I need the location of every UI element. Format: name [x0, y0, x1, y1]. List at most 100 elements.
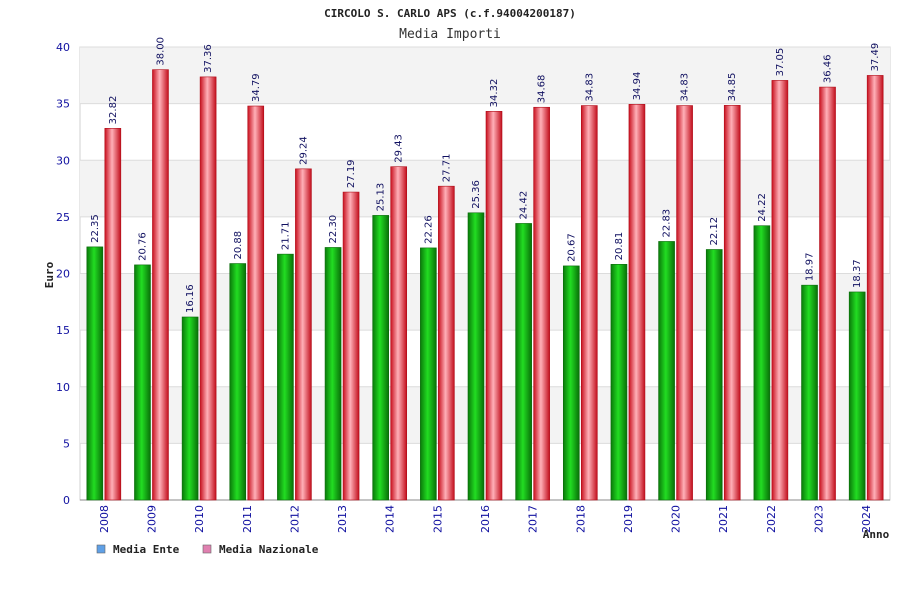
data-label: 27.19	[346, 159, 357, 188]
y-tick-label: 20	[56, 268, 70, 281]
bar-media-nazionale	[866, 75, 884, 501]
bar-media-nazionale	[533, 106, 550, 501]
bar-media-nazionale	[390, 166, 408, 501]
y-tick-label: 30	[56, 154, 70, 167]
bar-media-nazionale	[676, 105, 693, 501]
bar-media-nazionale	[342, 191, 360, 501]
data-label: 22.30	[328, 215, 339, 244]
data-label: 32.82	[108, 96, 119, 125]
bar-media-ente	[562, 265, 580, 501]
bar-media-ente	[324, 247, 342, 501]
x-tick-label: 2022	[765, 505, 778, 533]
bar-media-ente	[801, 284, 818, 501]
x-tick-label: 2017	[527, 505, 540, 533]
x-tick-label: 2008	[98, 505, 111, 533]
y-tick-label: 0	[63, 494, 70, 507]
bars-group: 22.35 32.82 20.76 38.00 16.16 37.36 20.88 34.79…	[86, 37, 884, 501]
data-label: 20.67	[566, 233, 577, 262]
data-label: 21.71	[280, 221, 291, 250]
x-tick-label: 2013	[336, 505, 349, 533]
data-label: 25.13	[376, 183, 387, 212]
legend: Media Ente Media Nazionale	[96, 543, 319, 556]
data-label: 22.35	[90, 214, 101, 243]
data-label: 36.46	[823, 54, 834, 83]
y-axis-ticks: 0 5 10 15 20 25 30 35 40	[56, 41, 70, 507]
data-label: 24.42	[519, 191, 530, 220]
bar-media-ente	[420, 247, 437, 501]
bar-media-nazionale	[485, 111, 503, 501]
x-tick-label: 2020	[670, 505, 683, 533]
data-label: 20.88	[233, 231, 244, 260]
bar-media-nazionale	[247, 105, 265, 501]
y-tick-label: 40	[56, 41, 70, 54]
x-tick-label: 2011	[241, 505, 254, 533]
bar-media-nazionale	[723, 105, 741, 501]
bar-media-ente	[467, 212, 485, 501]
data-label: 34.83	[680, 73, 691, 102]
y-tick-label: 35	[56, 98, 70, 111]
bar-media-ente	[658, 241, 675, 501]
data-label: 37.36	[203, 44, 214, 73]
x-tick-label: 2014	[384, 505, 397, 533]
data-label: 20.76	[137, 232, 148, 261]
x-tick-label: 2016	[479, 505, 492, 533]
bar-media-ente	[372, 215, 390, 501]
bar-media-nazionale	[580, 105, 598, 501]
bar-media-nazionale	[771, 80, 789, 501]
chart-subtitle: Media Importi	[399, 27, 501, 42]
data-label: 16.16	[185, 284, 196, 313]
bar-media-ente	[277, 253, 294, 501]
y-tick-label: 15	[56, 324, 70, 337]
data-label: 18.97	[805, 253, 816, 282]
y-tick-label: 10	[56, 381, 70, 394]
bar-media-ente	[515, 223, 532, 501]
data-label: 34.85	[727, 73, 738, 102]
bar-media-ente	[86, 246, 104, 501]
bar-media-ente	[848, 291, 866, 501]
y-tick-label: 25	[56, 211, 70, 224]
bar-media-ente	[229, 263, 247, 501]
x-tick-label: 2018	[574, 505, 587, 533]
bar-media-nazionale	[438, 185, 455, 501]
x-tick-label: 2021	[717, 505, 730, 533]
x-tick-label: 2015	[431, 505, 444, 533]
bar-media-nazionale	[819, 86, 836, 501]
bar-media-ente	[610, 264, 628, 501]
data-label: 37.05	[775, 48, 786, 77]
data-label: 34.32	[489, 79, 500, 108]
data-label: 34.68	[537, 75, 548, 104]
data-label: 34.79	[251, 73, 262, 102]
x-tick-label: 2024	[860, 505, 873, 533]
legend-swatch	[96, 544, 106, 554]
data-label: 22.26	[423, 215, 434, 244]
legend-swatch	[202, 544, 212, 554]
bar-media-nazionale	[152, 69, 169, 501]
data-label: 24.22	[757, 193, 768, 222]
bar-media-ente	[134, 264, 151, 501]
data-label: 22.83	[662, 209, 673, 238]
bar-media-ente	[181, 316, 199, 501]
x-axis-ticks: 2008 2009 2010 2011 2012 2013 2014 2015 2016 2017…	[98, 505, 873, 533]
data-label: 25.36	[471, 180, 482, 209]
x-axis-label: Anno	[863, 528, 890, 541]
x-tick-label: 2010	[193, 505, 206, 533]
data-label: 20.81	[614, 232, 625, 261]
bar-media-nazionale	[628, 104, 646, 501]
x-tick-label: 2009	[145, 505, 158, 533]
data-label: 27.71	[441, 154, 452, 183]
data-label: 34.94	[632, 72, 643, 101]
x-tick-label: 2019	[622, 505, 635, 533]
y-tick-label: 5	[63, 437, 70, 450]
legend-label: Media Nazionale	[219, 543, 319, 556]
bar-media-nazionale	[199, 76, 217, 501]
chart-title: CIRCOLO S. CARLO APS (c.f.94004200187)	[324, 7, 576, 20]
data-label: 37.49	[870, 43, 881, 72]
x-tick-label: 2023	[813, 505, 826, 533]
bar-media-ente	[705, 249, 723, 501]
bar-media-nazionale	[295, 168, 312, 501]
data-label: 29.24	[298, 136, 309, 165]
data-label: 18.37	[852, 259, 863, 288]
x-tick-label: 2012	[288, 505, 301, 533]
data-label: 34.83	[584, 73, 595, 102]
